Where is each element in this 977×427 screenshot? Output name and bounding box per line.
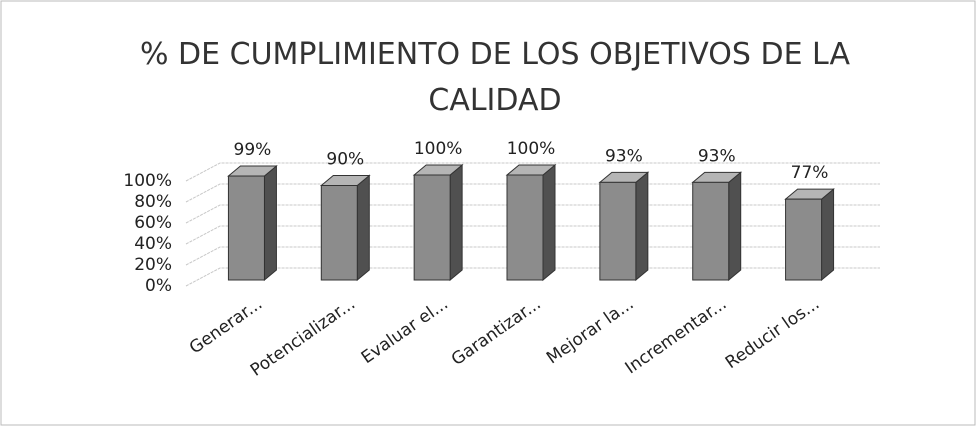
bar-front [413,174,451,281]
bar-side [635,171,649,282]
x-tick-label: Incrementar... [622,294,731,378]
bar-side [449,163,463,282]
value-label: 93% [605,146,643,166]
grid-line [185,204,880,224]
y-tick-label: 100% [123,171,172,191]
value-label: 77% [791,163,829,183]
bar-front [599,181,637,281]
y-tick-label: 40% [134,234,172,254]
bar-front [692,181,730,281]
y-tick-label: 20% [134,255,172,275]
chart-title: % DE CUMPLIMIENTO DE LOS OBJETIVOS DE LA… [140,37,850,118]
x-tick-label: Reducir los... [722,294,823,373]
bar-side [263,164,277,282]
value-label: 99% [234,140,272,160]
bar-side [356,174,370,282]
bar-side [728,171,742,282]
bar-front [320,185,358,281]
y-tick-label: 60% [134,213,172,233]
x-tick-label: Garantizar... [448,294,545,370]
x-tick-label: Generar... [186,294,266,359]
grid-line [185,246,880,266]
bar-front [785,198,823,281]
bar-side [542,163,556,282]
grid-line [185,225,880,245]
bar [412,163,464,282]
grid-line [185,183,880,203]
value-label: 100% [414,139,463,159]
bar [227,164,278,282]
value-label: 100% [507,139,556,159]
bar [598,171,650,282]
bar [784,188,835,282]
bar-front [506,174,544,281]
grid-line [185,162,880,182]
value-label: 90% [326,150,364,170]
value-label: 93% [698,146,736,166]
bar [319,174,371,282]
x-tick-label: Mejorar la... [543,294,638,369]
x-tick-label: Evaluar el... [358,294,452,368]
y-tick-label: 0% [145,276,172,296]
y-tick-label: 80% [134,192,172,212]
bar [505,163,557,282]
grid-line [185,267,880,287]
bar-front [227,175,265,281]
bar-side [821,188,835,282]
bar [691,171,743,282]
